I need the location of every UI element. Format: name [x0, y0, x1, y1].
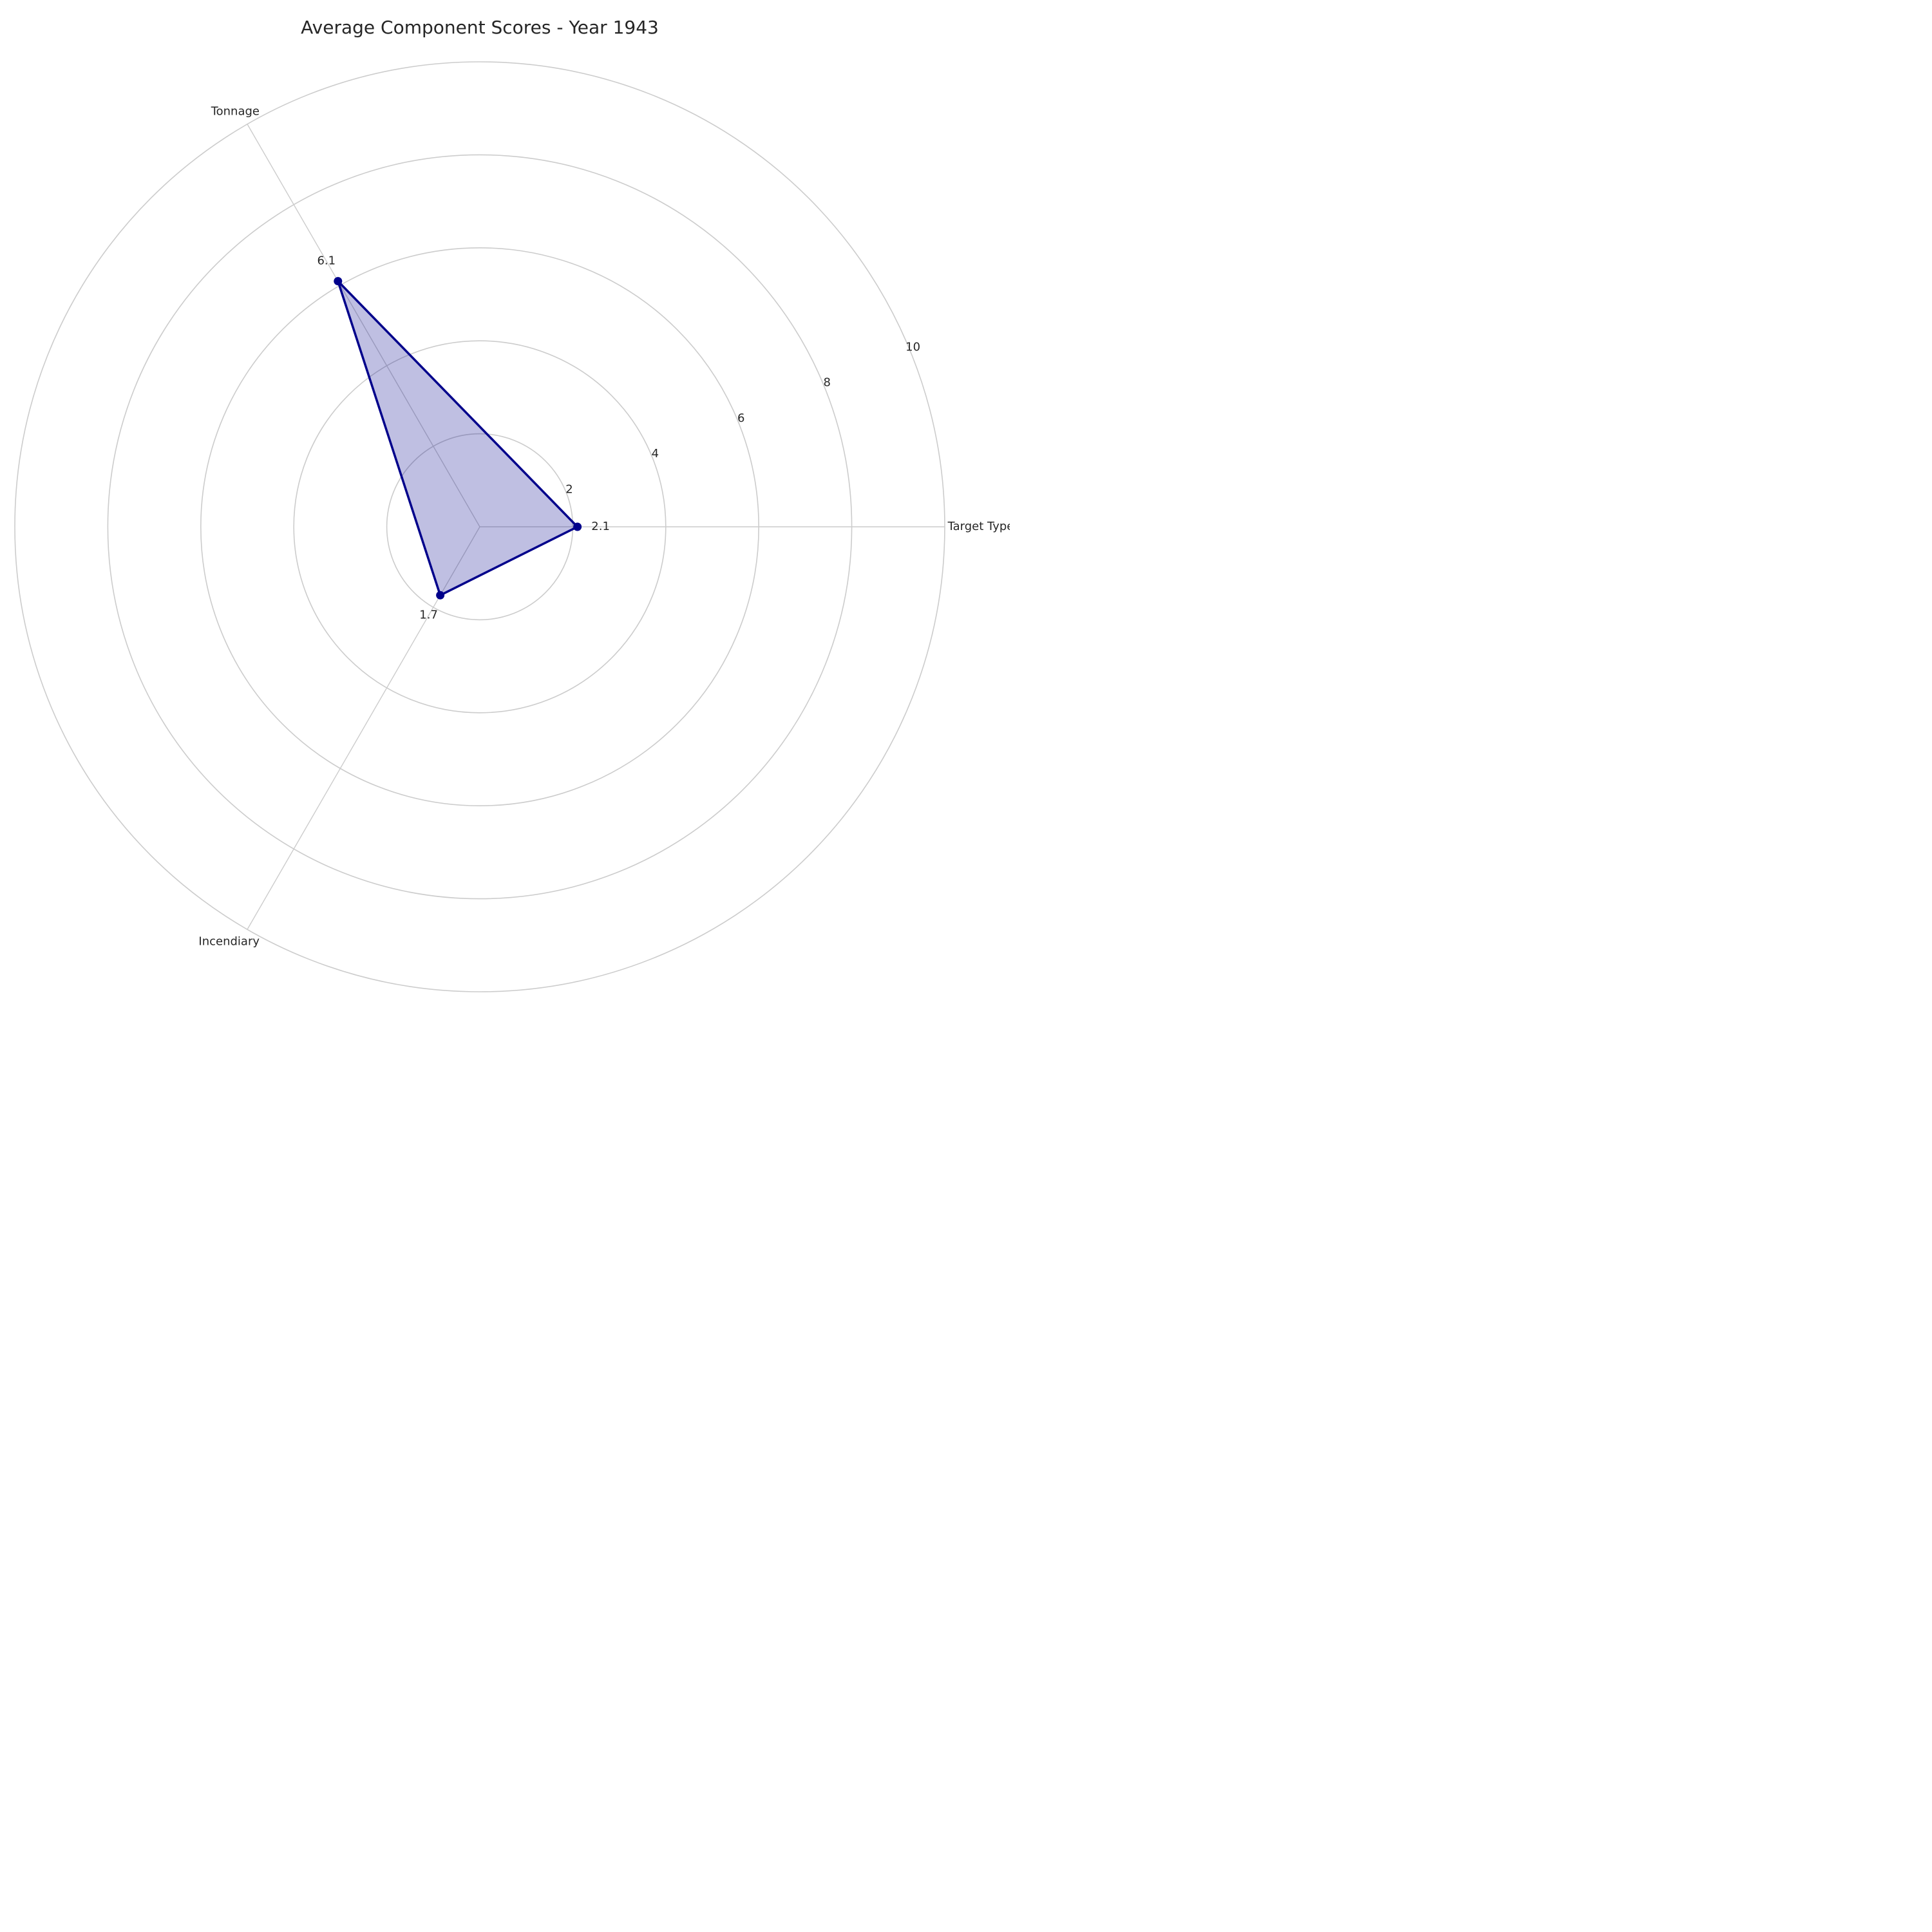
series-area: [334, 277, 582, 600]
tick-label: 4: [652, 447, 659, 460]
category-label: Tonnage: [211, 105, 260, 118]
category-axis-labels: Target Type Tonnage Incendiary: [198, 105, 1010, 949]
series-line: [337, 279, 579, 597]
tick-label: 2: [565, 482, 573, 496]
axis-spoke: [247, 124, 480, 527]
tick-label: 10: [905, 340, 920, 354]
value-label: 6.1: [317, 254, 336, 267]
value-label: 1.7: [419, 608, 438, 621]
radial-tick-labels: 2 4 6 8 10: [565, 340, 920, 496]
series-fill: [337, 281, 578, 596]
chart-title: Average Component Scores - Year 1943: [301, 17, 659, 38]
tick-label: 8: [823, 376, 830, 390]
radar-chart: Average Component Scores - Year 1943 2 4 6…: [14, 17, 1010, 992]
value-labels: 2.1 6.1 1.7: [317, 254, 609, 621]
value-label: 2.1: [591, 520, 610, 533]
data-point: [573, 522, 582, 531]
tick-label: 6: [737, 412, 744, 425]
category-label: Target Type: [947, 520, 1010, 533]
data-point: [334, 277, 343, 286]
data-point: [436, 591, 445, 600]
category-label: Incendiary: [198, 934, 260, 948]
